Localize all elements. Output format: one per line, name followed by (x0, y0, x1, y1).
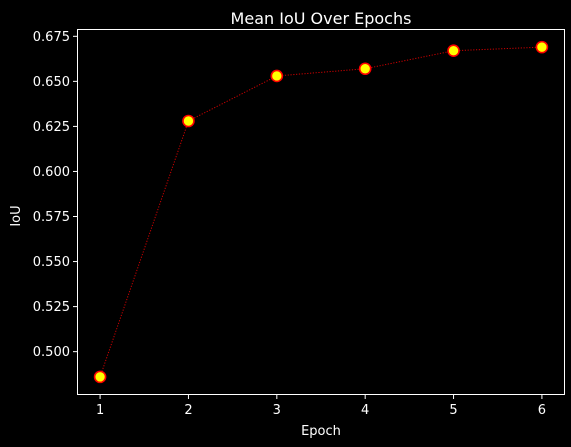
x-tick-label: 3 (273, 403, 281, 418)
x-tick-label: 2 (184, 403, 192, 418)
data-point (183, 116, 194, 127)
x-tick-label: 6 (538, 403, 546, 418)
x-tick-label: 1 (96, 403, 104, 418)
y-tick-label: 0.600 (33, 165, 70, 180)
data-point (95, 371, 106, 382)
data-point (448, 45, 459, 56)
x-tick-label: 4 (361, 403, 369, 418)
data-point (360, 63, 371, 74)
x-axis-label: Epoch (301, 424, 341, 439)
data-point (536, 42, 547, 53)
y-tick-label: 0.650 (33, 75, 70, 90)
y-tick-label: 0.625 (33, 120, 70, 135)
y-tick-label: 0.525 (33, 300, 70, 315)
y-tick-label: 0.575 (33, 210, 70, 225)
data-point (271, 70, 282, 81)
y-axis-label: IoU (9, 205, 24, 226)
y-tick-label: 0.500 (33, 345, 70, 360)
y-tick-label: 0.550 (33, 255, 70, 270)
y-tick-label: 0.675 (33, 30, 70, 45)
x-tick-label: 5 (449, 403, 457, 418)
chart-title: Mean IoU Over Epochs (231, 9, 412, 28)
